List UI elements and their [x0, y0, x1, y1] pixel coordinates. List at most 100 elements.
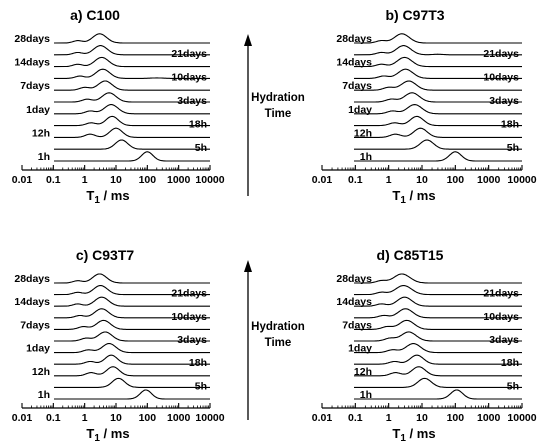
x-axis-label-unit: / ms — [406, 188, 436, 203]
series-line-12h — [54, 127, 210, 138]
x-axis-label-main: T — [86, 188, 94, 203]
series-line-1h — [354, 151, 522, 162]
x-axis-label: T1 / ms — [86, 188, 129, 206]
x-tick-label-1: 1 — [82, 174, 88, 186]
series-line-1day — [54, 343, 210, 354]
x-tick-label-100: 100 — [447, 412, 465, 424]
panel-title: a) C100 — [70, 7, 120, 23]
series-label-18h: 18h — [189, 357, 207, 369]
series-line-21days — [353, 45, 522, 56]
series-label-1day: 1day — [348, 104, 372, 116]
x-tick-label-100: 100 — [447, 174, 465, 186]
series-line-3days — [354, 92, 522, 103]
series-label-28days: 28days — [336, 273, 372, 285]
series-line-7days — [354, 319, 522, 330]
series-label-28days: 28days — [14, 273, 50, 285]
series-label-28days: 28days — [336, 33, 372, 45]
x-tick-label-100: 100 — [139, 412, 157, 424]
hydration-arrow-top-head — [244, 34, 252, 46]
x-axis-label-main: T — [392, 426, 400, 441]
series-line-5h — [54, 139, 210, 150]
x-tick-label-10: 10 — [110, 174, 122, 186]
series-label-18h: 18h — [501, 357, 519, 369]
series-line-1day — [354, 104, 522, 115]
series-line-14days — [53, 56, 210, 68]
hydration-arrow-bottom-head — [244, 260, 252, 272]
x-tick-label-0.01: 0.01 — [312, 412, 333, 424]
series-line-1h — [54, 389, 210, 400]
x-tick-label-1: 1 — [386, 412, 392, 424]
x-tick-label-10: 10 — [110, 412, 122, 424]
x-tick-label-0.1: 0.1 — [348, 174, 363, 186]
series-label-5h: 5h — [507, 142, 519, 154]
series-label-21days: 21days — [171, 48, 207, 60]
series-line-3days — [354, 331, 522, 342]
series-label-3days: 3days — [489, 95, 519, 107]
hydration-label-bottom-line2: Time — [265, 337, 292, 349]
x-tick-label-1: 1 — [82, 412, 88, 424]
series-label-7days: 7days — [20, 319, 50, 331]
series-label-1day: 1day — [26, 343, 50, 355]
x-axis-label-subscript: 1 — [400, 433, 406, 444]
x-tick-label-0.1: 0.1 — [46, 174, 61, 186]
series-line-18h — [354, 354, 522, 365]
x-axis-label-unit: / ms — [100, 426, 130, 441]
series-label-14days: 14days — [336, 57, 372, 69]
panel-0: a) C100 28days 21days 14days 10days 7days 3day… — [12, 7, 225, 206]
panel-3: d) C85T15 28days 21days 14days 10days 7days 3d… — [312, 247, 537, 444]
x-tick-label-1000: 1000 — [477, 412, 501, 424]
x-tick-label-10000: 10000 — [195, 174, 224, 186]
x-tick-label-10: 10 — [416, 412, 428, 424]
series-line-1day — [354, 343, 522, 354]
series-label-7days: 7days — [342, 80, 372, 92]
x-axis-label-unit: / ms — [100, 188, 130, 203]
series-label-1day: 1day — [26, 104, 50, 116]
x-axis-label: T1 / ms — [392, 426, 435, 444]
series-label-21days: 21days — [171, 288, 207, 300]
hydration-time-annotation: Hydration Time Hydration Time — [244, 34, 305, 420]
series-label-14days: 14days — [14, 57, 50, 69]
x-tick-label-1000: 1000 — [167, 174, 191, 186]
x-tick-label-10000: 10000 — [507, 412, 536, 424]
hydration-label-bottom-line1: Hydration — [251, 321, 305, 333]
series-line-18h — [54, 354, 210, 365]
x-axis-label: T1 / ms — [392, 188, 435, 206]
series-line-1day — [54, 104, 210, 115]
series-line-21days — [53, 285, 210, 296]
x-tick-label-0.01: 0.01 — [312, 174, 333, 186]
x-axis-label-subscript: 1 — [400, 195, 406, 206]
series-label-5h: 5h — [507, 380, 519, 392]
series-label-10days: 10days — [483, 311, 519, 323]
series-line-10days — [54, 68, 210, 79]
series-label-21days: 21days — [483, 48, 519, 60]
series-label-3days: 3days — [177, 95, 207, 107]
series-label-1h: 1h — [360, 389, 372, 401]
series-line-3days — [54, 331, 210, 342]
series-line-10days — [354, 68, 522, 79]
panel-title: d) C85T15 — [377, 247, 444, 263]
x-tick-label-100: 100 — [139, 174, 157, 186]
series-line-3days — [54, 92, 210, 103]
series-line-7days — [54, 80, 210, 91]
series-label-28days: 28days — [14, 33, 50, 45]
series-label-1h: 1h — [38, 151, 50, 163]
x-tick-label-10000: 10000 — [507, 174, 536, 186]
series-label-12h: 12h — [354, 127, 372, 139]
series-line-5h — [354, 139, 522, 150]
series-line-10days — [354, 308, 522, 319]
panels: a) C100 28days 21days 14days 10days 7days 3day… — [12, 7, 537, 444]
hydration-label-top-line1: Hydration — [251, 92, 305, 104]
series-label-1h: 1h — [38, 389, 50, 401]
series-line-12h — [54, 366, 210, 377]
series-label-3days: 3days — [489, 334, 519, 346]
series-label-21days: 21days — [483, 288, 519, 300]
series-line-5h — [54, 377, 210, 388]
x-tick-label-1000: 1000 — [167, 412, 191, 424]
series-line-12h — [354, 127, 522, 138]
series-line-28days — [353, 273, 522, 284]
series-label-5h: 5h — [195, 142, 207, 154]
series-line-10days — [54, 308, 210, 319]
x-tick-label-0.1: 0.1 — [46, 412, 61, 424]
x-tick-label-0.1: 0.1 — [348, 412, 363, 424]
series-line-5h — [354, 377, 522, 388]
